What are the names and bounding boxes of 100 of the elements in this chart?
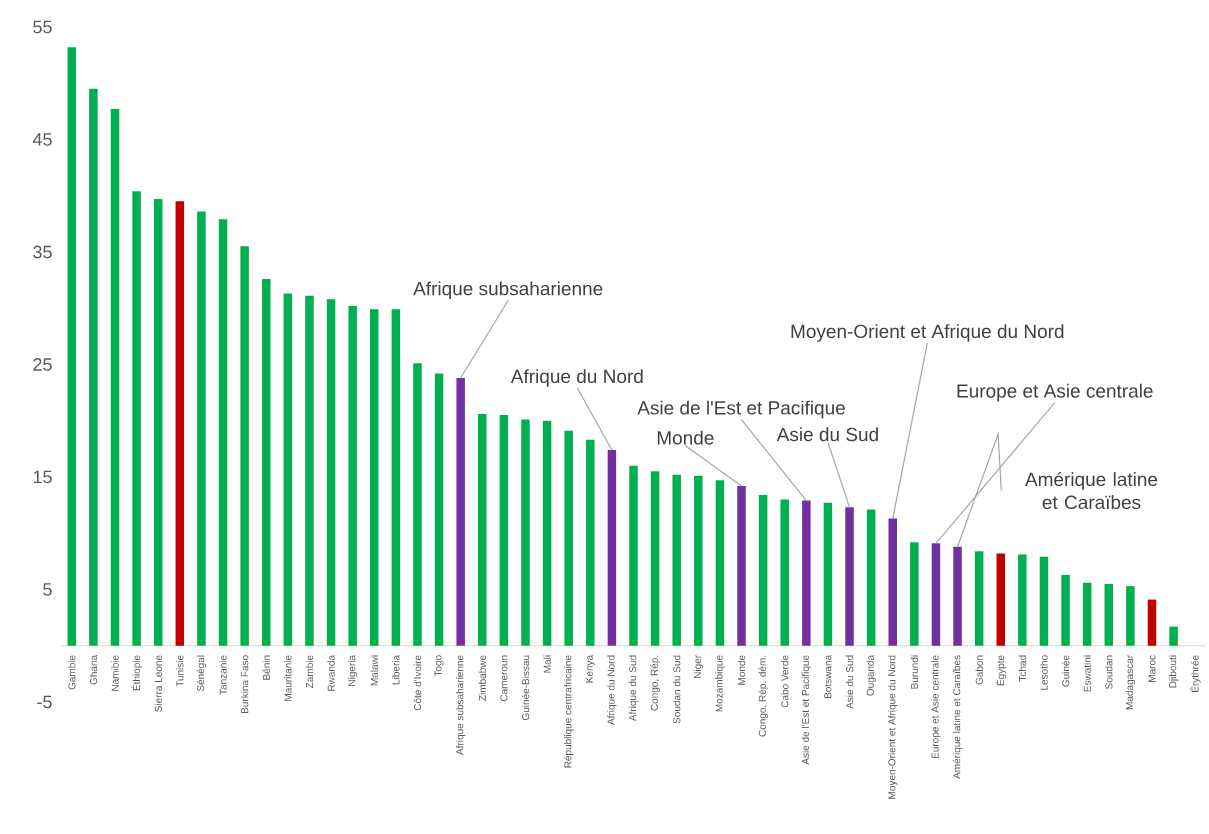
bar	[283, 293, 293, 646]
bar	[996, 553, 1005, 646]
bar	[1169, 626, 1178, 646]
bar	[953, 546, 962, 646]
x-tick-label: Sierra Leone	[154, 655, 162, 712]
bar	[802, 500, 811, 646]
x-tick-label: Afrique du Sud	[628, 655, 639, 722]
bar	[866, 509, 876, 646]
x-tick-label: Liberia	[392, 654, 400, 685]
x-tick-label: Malawi	[370, 655, 378, 686]
bar	[737, 485, 746, 646]
bar	[1147, 599, 1157, 646]
bar	[132, 191, 141, 646]
bar	[305, 295, 314, 646]
x-tick-label: Zimbabwe	[478, 655, 486, 701]
x-tick-label: Tchad	[1018, 655, 1027, 682]
x-tick-label: Ouganda	[866, 654, 876, 696]
x-tick-label: Afrique subsaharienne	[456, 655, 466, 755]
y-tick-label: 5	[43, 583, 52, 596]
bar	[521, 419, 530, 646]
bar	[348, 305, 357, 646]
bar	[1039, 556, 1049, 646]
annotation: Amérique latine et Caraïbes	[1024, 471, 1158, 510]
x-tick-label: Rwanda	[327, 654, 335, 691]
x-tick-label: Ghana	[89, 654, 98, 685]
bar	[197, 211, 206, 646]
bar	[931, 543, 941, 646]
x-tick-label: Asie de l'Est et Pacifique	[801, 655, 811, 765]
y-tick-label: 45	[32, 133, 52, 146]
x-tick-label: République centrafricaine	[563, 655, 574, 768]
bar	[650, 471, 660, 646]
x-tick-label: Madagascar	[1125, 655, 1136, 710]
x-tick-label: Monde	[737, 655, 746, 685]
bar	[780, 499, 789, 646]
y-tick-label: 15	[33, 470, 52, 484]
x-tick-label: Nigeria	[347, 654, 358, 686]
bar	[153, 199, 163, 646]
x-tick-label: Burundi	[910, 655, 919, 689]
x-tick-label: Côte d'Ivoire	[413, 655, 422, 711]
x-tick-label: Soudan du Sud	[673, 655, 681, 724]
x-tick-label: Égypte	[995, 655, 1007, 686]
bar	[564, 430, 573, 646]
x-tick-label: Soudan	[1105, 655, 1113, 689]
bar	[629, 465, 638, 646]
bar	[434, 373, 444, 646]
bar	[586, 439, 595, 646]
x-tick-label: Congo, Rép.	[650, 655, 660, 711]
bar	[175, 201, 185, 646]
x-tick-label: Mauritanie	[284, 655, 292, 701]
bar	[1082, 582, 1092, 646]
x-tick-label: Sénégal	[196, 655, 207, 692]
bar	[67, 47, 77, 646]
bar	[1126, 586, 1135, 646]
x-tick-label: Maroc	[1148, 655, 1156, 682]
y-tick-label: 55	[33, 20, 52, 34]
x-tick-label: Tanzanie	[219, 655, 227, 695]
bar	[391, 309, 401, 646]
x-tick-label: Tunisie	[176, 655, 184, 687]
annotation: Afrique du Nord	[510, 369, 643, 387]
y-tick-label: -5	[37, 695, 52, 709]
bar	[478, 413, 487, 646]
bar	[261, 278, 271, 646]
x-tick-label: Cabo Verde	[781, 655, 789, 708]
bar	[542, 420, 552, 646]
annotation: Europe et Asie centrale	[957, 383, 1153, 402]
bar	[456, 377, 465, 646]
bar	[694, 475, 703, 646]
x-tick-label: Asie du Sud	[845, 655, 854, 709]
x-tick-label: Congo, Rép. dém.	[758, 655, 768, 737]
x-tick-label: Niger	[693, 655, 703, 679]
bar	[974, 551, 984, 646]
bar	[326, 299, 336, 646]
annotation: Asie du Sud	[776, 427, 878, 442]
x-tick-label: Gabon	[975, 655, 983, 685]
x-tick-label: Afrique du Nord	[607, 655, 617, 725]
x-tick-label: Érythrée	[1189, 655, 1201, 692]
x-tick-label: Mali	[543, 655, 551, 673]
x-tick-label: Bénin	[262, 655, 270, 680]
x-tick-label: Djibouti	[1168, 655, 1179, 688]
bar	[845, 507, 854, 646]
bar	[218, 219, 228, 646]
annotation: Asie de l'Est et Pacifique	[637, 400, 845, 419]
x-tick-label: Gambie	[68, 655, 76, 690]
x-tick-label: Zambie	[305, 655, 314, 688]
x-tick-label: Cameroun	[500, 655, 508, 702]
bar	[1018, 554, 1027, 646]
x-tick-label: Éthiopie	[131, 655, 142, 691]
bar	[110, 109, 120, 646]
x-tick-label: Moyen-Orient et Afrique du Nord	[888, 655, 898, 799]
x-tick-label: Eswatini	[1083, 655, 1091, 692]
x-tick-label: Guinée-Bissau	[521, 655, 530, 721]
bar	[370, 309, 379, 646]
x-tick-label: Togo	[434, 655, 444, 677]
bar	[910, 542, 919, 646]
annotation: Afrique subsaharienne	[413, 281, 603, 300]
x-tick-label: Europe et Asie centrale	[931, 655, 941, 759]
annotation: Moyen-Orient et Afrique du Nord	[791, 324, 1064, 342]
x-tick-label: Lesotho	[1040, 655, 1048, 690]
annotation: Monde	[657, 430, 714, 445]
bar	[499, 415, 509, 646]
